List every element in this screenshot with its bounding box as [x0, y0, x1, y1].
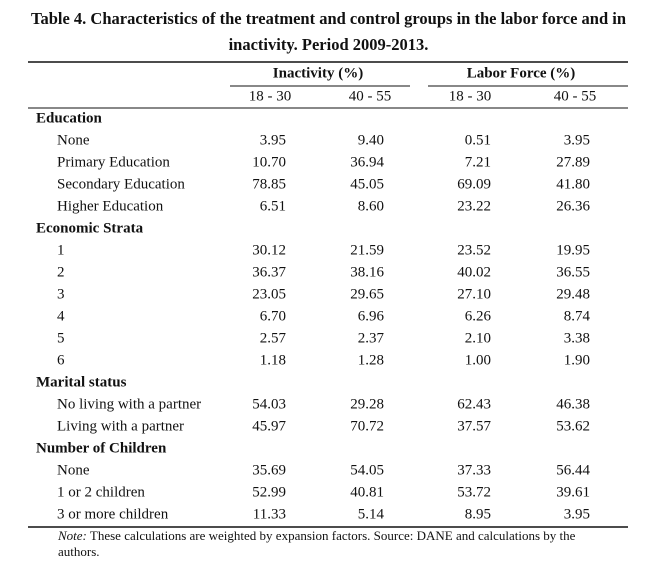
cell-value: 3.95 — [260, 132, 286, 148]
section-title: Marital status — [36, 374, 127, 390]
cell-value: 52.99 — [252, 484, 286, 500]
cell-value: 70.72 — [350, 418, 384, 434]
cell-value: 1.28 — [358, 352, 384, 368]
cell-value: 6.70 — [260, 308, 286, 324]
cell-value: 45.97 — [252, 418, 286, 434]
row-label: None — [57, 132, 90, 148]
cell-value: 37.57 — [457, 418, 491, 434]
cell-value: 3.95 — [564, 506, 590, 522]
cell-value: 19.95 — [556, 242, 590, 258]
cell-value: 26.36 — [556, 198, 590, 214]
cell-value: 6.26 — [465, 308, 492, 324]
row-label: 1 or 2 children — [57, 484, 145, 500]
row-label: 3 — [57, 286, 65, 302]
cell-value: 62.43 — [457, 396, 491, 412]
cell-value: 40.02 — [457, 264, 491, 280]
cell-value: 29.28 — [350, 396, 384, 412]
row-label: 4 — [57, 308, 65, 324]
table-title: Table 4. Characteristics of the treatmen… — [30, 9, 627, 54]
cell-value: 54.03 — [252, 396, 286, 412]
cell-value: 6.51 — [260, 198, 286, 214]
cell-value: 8.74 — [564, 308, 591, 324]
cell-value: 27.10 — [457, 286, 491, 302]
group-header: Labor Force (%) — [467, 65, 576, 81]
cell-value: 11.33 — [253, 506, 286, 522]
row-label: 1 — [57, 242, 65, 258]
row-label: No living with a partner — [57, 396, 201, 412]
cell-value: 30.12 — [252, 242, 286, 258]
cell-value: 5.14 — [358, 506, 385, 522]
note-text: These calculations are weighted by expan… — [58, 528, 576, 559]
section-title: Number of Children — [36, 440, 167, 456]
cell-value: 1.00 — [465, 352, 491, 368]
cell-value: 21.59 — [350, 242, 384, 258]
column-header: 18 - 30 — [449, 88, 492, 104]
section-title: Economic Strata — [36, 220, 144, 236]
row-label: 5 — [57, 330, 65, 346]
cell-value: 1.18 — [260, 352, 286, 368]
cell-value: 6.96 — [358, 308, 385, 324]
cell-value: 53.62 — [556, 418, 590, 434]
cell-value: 37.33 — [457, 462, 491, 478]
cell-value: 23.52 — [457, 242, 491, 258]
row-label: Higher Education — [57, 198, 164, 214]
cell-value: 2.37 — [358, 330, 385, 346]
cell-value: 1.90 — [564, 352, 590, 368]
group-header: Inactivity (%) — [273, 65, 363, 81]
row-label: None — [57, 462, 90, 478]
row-label: 2 — [57, 264, 65, 280]
cell-value: 10.70 — [252, 154, 286, 170]
cell-value: 3.95 — [564, 132, 590, 148]
cell-value: 39.61 — [556, 484, 590, 500]
cell-value: 0.51 — [465, 132, 491, 148]
row-label: Living with a partner — [57, 418, 184, 434]
cell-value: 7.21 — [465, 154, 491, 170]
cell-value: 54.05 — [350, 462, 384, 478]
cell-value: 23.22 — [457, 198, 491, 214]
row-label: Secondary Education — [57, 176, 185, 192]
cell-value: 46.38 — [556, 396, 590, 412]
row-label: Primary Education — [57, 154, 170, 170]
cell-value: 36.37 — [252, 264, 286, 280]
cell-value: 41.80 — [556, 176, 590, 192]
cell-value: 36.55 — [556, 264, 590, 280]
column-header: 40 - 55 — [554, 88, 597, 104]
cell-value: 45.05 — [350, 176, 384, 192]
cell-value: 3.38 — [564, 330, 590, 346]
cell-value: 27.89 — [556, 154, 590, 170]
cell-value: 8.95 — [465, 506, 491, 522]
row-label: 3 or more children — [57, 506, 169, 522]
cell-value: 9.40 — [358, 132, 384, 148]
cell-value: 23.05 — [252, 286, 286, 302]
cell-value: 56.44 — [556, 462, 590, 478]
cell-value: 2.57 — [260, 330, 287, 346]
table-note: Note: These calculations are weighted by… — [58, 528, 618, 560]
cell-value: 69.09 — [457, 176, 491, 192]
section-title: Education — [36, 110, 103, 126]
cell-value: 2.10 — [465, 330, 491, 346]
row-label: 6 — [57, 352, 65, 368]
cell-value: 38.16 — [350, 264, 384, 280]
cell-value: 78.85 — [252, 176, 286, 192]
cell-value: 36.94 — [350, 154, 384, 170]
cell-value: 29.48 — [556, 286, 590, 302]
cell-value: 8.60 — [358, 198, 384, 214]
note-lead: Note: — [58, 528, 87, 543]
cell-value: 29.65 — [350, 286, 384, 302]
cell-value: 53.72 — [457, 484, 491, 500]
cell-value: 40.81 — [350, 484, 384, 500]
column-header: 40 - 55 — [349, 88, 392, 104]
column-header: 18 - 30 — [249, 88, 292, 104]
cell-value: 35.69 — [252, 462, 286, 478]
